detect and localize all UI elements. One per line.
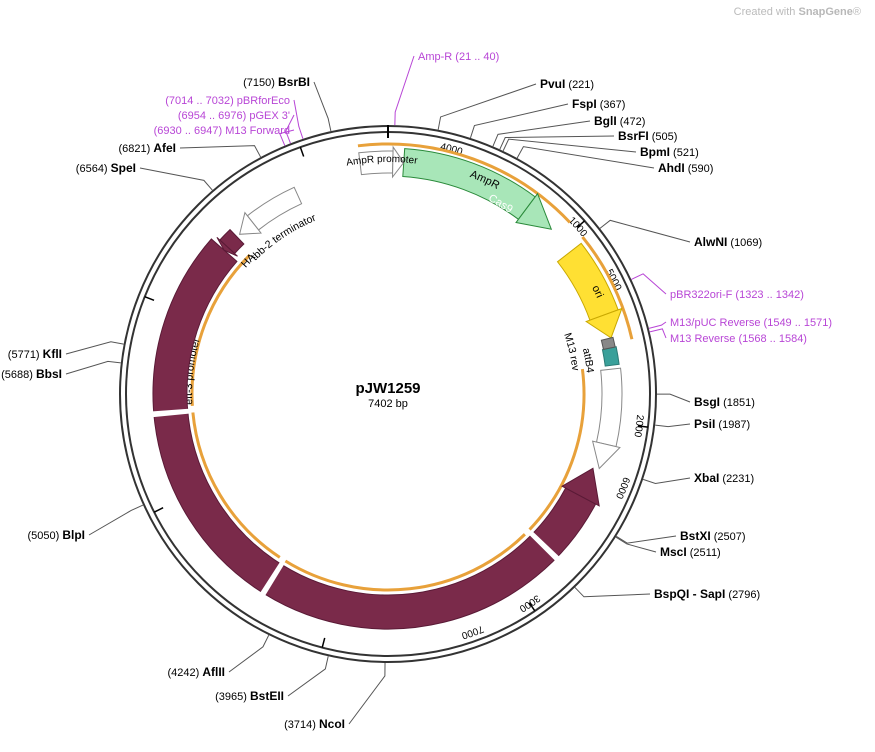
enzyme-BstXI: BstXI (2507) [680, 529, 746, 543]
enzyme-BsgI: BsgI (1851) [694, 395, 755, 409]
primer-pBR322ori-F: pBR322ori-F (1323 .. 1342) [670, 289, 804, 301]
primer-pGEX 3': (6954 .. 6976) pGEX 3' [178, 110, 290, 122]
feature-eft-3 promoter [597, 368, 622, 446]
enzyme-AhdI: AhdI (590) [658, 161, 713, 175]
enzyme-KflI: (5771) KflI [8, 347, 62, 361]
enzyme-BsrBI: (7150) BsrBI [243, 75, 310, 89]
enzyme-SpeI: (6564) SpeI [76, 161, 136, 175]
enzyme-BglI: BglI (472) [594, 114, 645, 128]
enzyme-BbsI: (5688) BbsI [1, 367, 62, 381]
tick-7000 [300, 147, 303, 156]
feature-attB4 [602, 347, 619, 366]
enzyme-PsiI: PsiI (1987) [694, 417, 750, 431]
enzyme-XbaI: XbaI (2231) [694, 471, 754, 485]
feature-label-M13 rev: M13 rev [561, 331, 581, 372]
enzyme-BsrFI: BsrFI (505) [618, 129, 677, 143]
tick-4000 [322, 638, 325, 648]
feature-Cas9 [153, 239, 596, 629]
tick-5000 [154, 508, 163, 513]
enzyme-FspI: FspI (367) [572, 97, 625, 111]
enzyme-NcoI: (3714) NcoI [284, 717, 345, 731]
primer-M13 Forward: (6930 .. 6947) M13 Forward [154, 125, 290, 137]
enzyme-AlwNI: AlwNI (1069) [694, 235, 762, 249]
enzyme-BlpI: (5050) BlpI [27, 528, 85, 542]
primer-Amp-R: Amp-R (21 .. 40) [418, 51, 499, 63]
enzyme-AflII: (4242) AflII [167, 665, 225, 679]
enzyme-BspQI - SapI: BspQI - SapI (2796) [654, 587, 760, 601]
primer-pBRforEco: (7014 .. 7032) pBRforEco [165, 95, 290, 107]
primer-M13/pUC Reverse: M13/pUC Reverse (1549 .. 1571) [670, 317, 832, 329]
plasmid-name: pJW1259 [338, 380, 438, 397]
tick-6000 [145, 297, 154, 301]
plasmid-size: 7402 bp [338, 398, 438, 410]
enzyme-PvuI: PvuI (221) [540, 77, 594, 91]
primer-M13 Reverse: M13 Reverse (1568 .. 1584) [670, 333, 807, 345]
feature-M13 rev [601, 337, 615, 349]
enzyme-BpmI: BpmI (521) [640, 145, 699, 159]
plasmid-map: 1000200030004000500060007000AmpRAmpR pro… [0, 0, 875, 752]
tick-label-1000: 1000 [566, 215, 589, 239]
tick-label-3000: 3000 [517, 592, 542, 614]
tick-label-2000: 2000 [631, 414, 645, 438]
enzyme-MscI: MscI (2511) [660, 545, 721, 559]
enzyme-BstEII: (3965) BstEII [215, 689, 284, 703]
enzyme-AfeI: (6821) AfeI [118, 141, 176, 155]
